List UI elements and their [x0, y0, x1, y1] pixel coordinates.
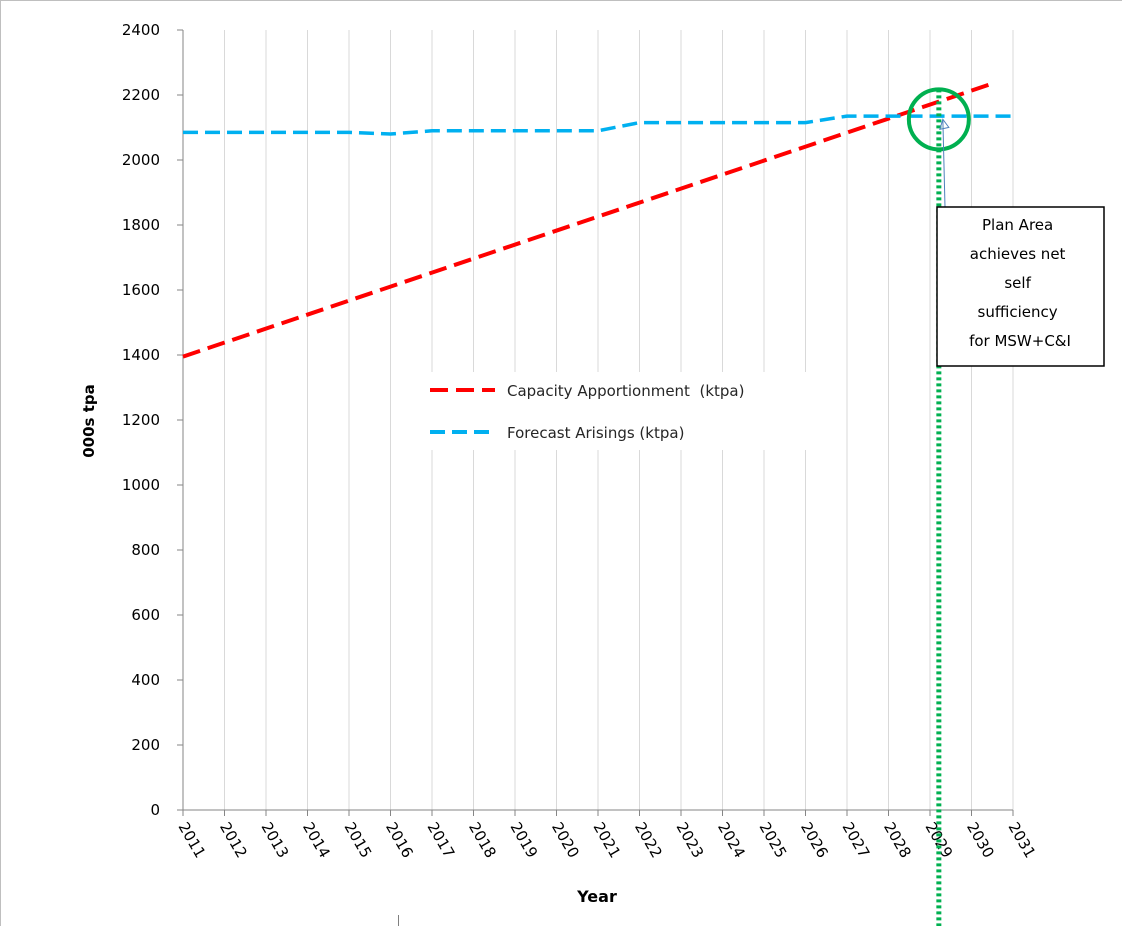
y-tick-label: 2200: [122, 86, 160, 104]
data-series: [182, 81, 1013, 359]
callout-text: Plan Area achieves net self sufficiency …: [969, 216, 1071, 350]
y-tick-label: 1400: [122, 346, 160, 364]
y-tick-label: 2400: [122, 21, 160, 39]
series-line-capacity: [182, 81, 993, 359]
series-line-arisings: [183, 114, 1013, 136]
y-tick-label: 1000: [122, 476, 160, 494]
callout-box: [936, 206, 1105, 367]
y-tick-labels: 0 200 400 600 800 1000 1200 1400 1600 1800 2000 220…: [122, 21, 160, 819]
legend-background: [416, 372, 840, 450]
callout-line-4: sufficiency: [978, 303, 1058, 321]
callout-line-2: achieves net: [970, 245, 1066, 263]
y-tick-label: 800: [131, 541, 160, 559]
y-tick-label: 1600: [122, 281, 160, 299]
y-tick-label: 400: [131, 671, 160, 689]
legend: Capacity Apportionment (ktpa) Forecast A…: [416, 372, 840, 450]
y-tick-label: 1800: [122, 216, 160, 234]
y-tick-label: 1200: [122, 411, 160, 429]
y-tick-label: 600: [131, 606, 160, 624]
y-axis-title: 000s tpa: [80, 384, 98, 458]
crossover-highlight-circle: [906, 87, 971, 152]
y-tick-label: 0: [150, 801, 160, 819]
legend-label-arisings: Forecast Arisings (ktpa): [507, 424, 684, 442]
callout-line-1: Plan Area: [982, 216, 1053, 234]
y-tick-label: 2000: [122, 151, 160, 169]
axes: [177, 29, 1014, 816]
legend-label-capacity: Capacity Apportionment (ktpa): [507, 382, 744, 400]
callout-arrowhead: [939, 118, 950, 131]
y-tick-label: 200: [131, 736, 160, 754]
x-axis-title: Year: [576, 887, 617, 906]
crossover-annotation: Plan Area achieves net self sufficiency …: [906, 87, 1105, 926]
callout-line-3: self: [1004, 274, 1031, 292]
callout-pointer-line: [942, 119, 946, 208]
callout-line-5: for MSW+C&I: [969, 332, 1071, 350]
